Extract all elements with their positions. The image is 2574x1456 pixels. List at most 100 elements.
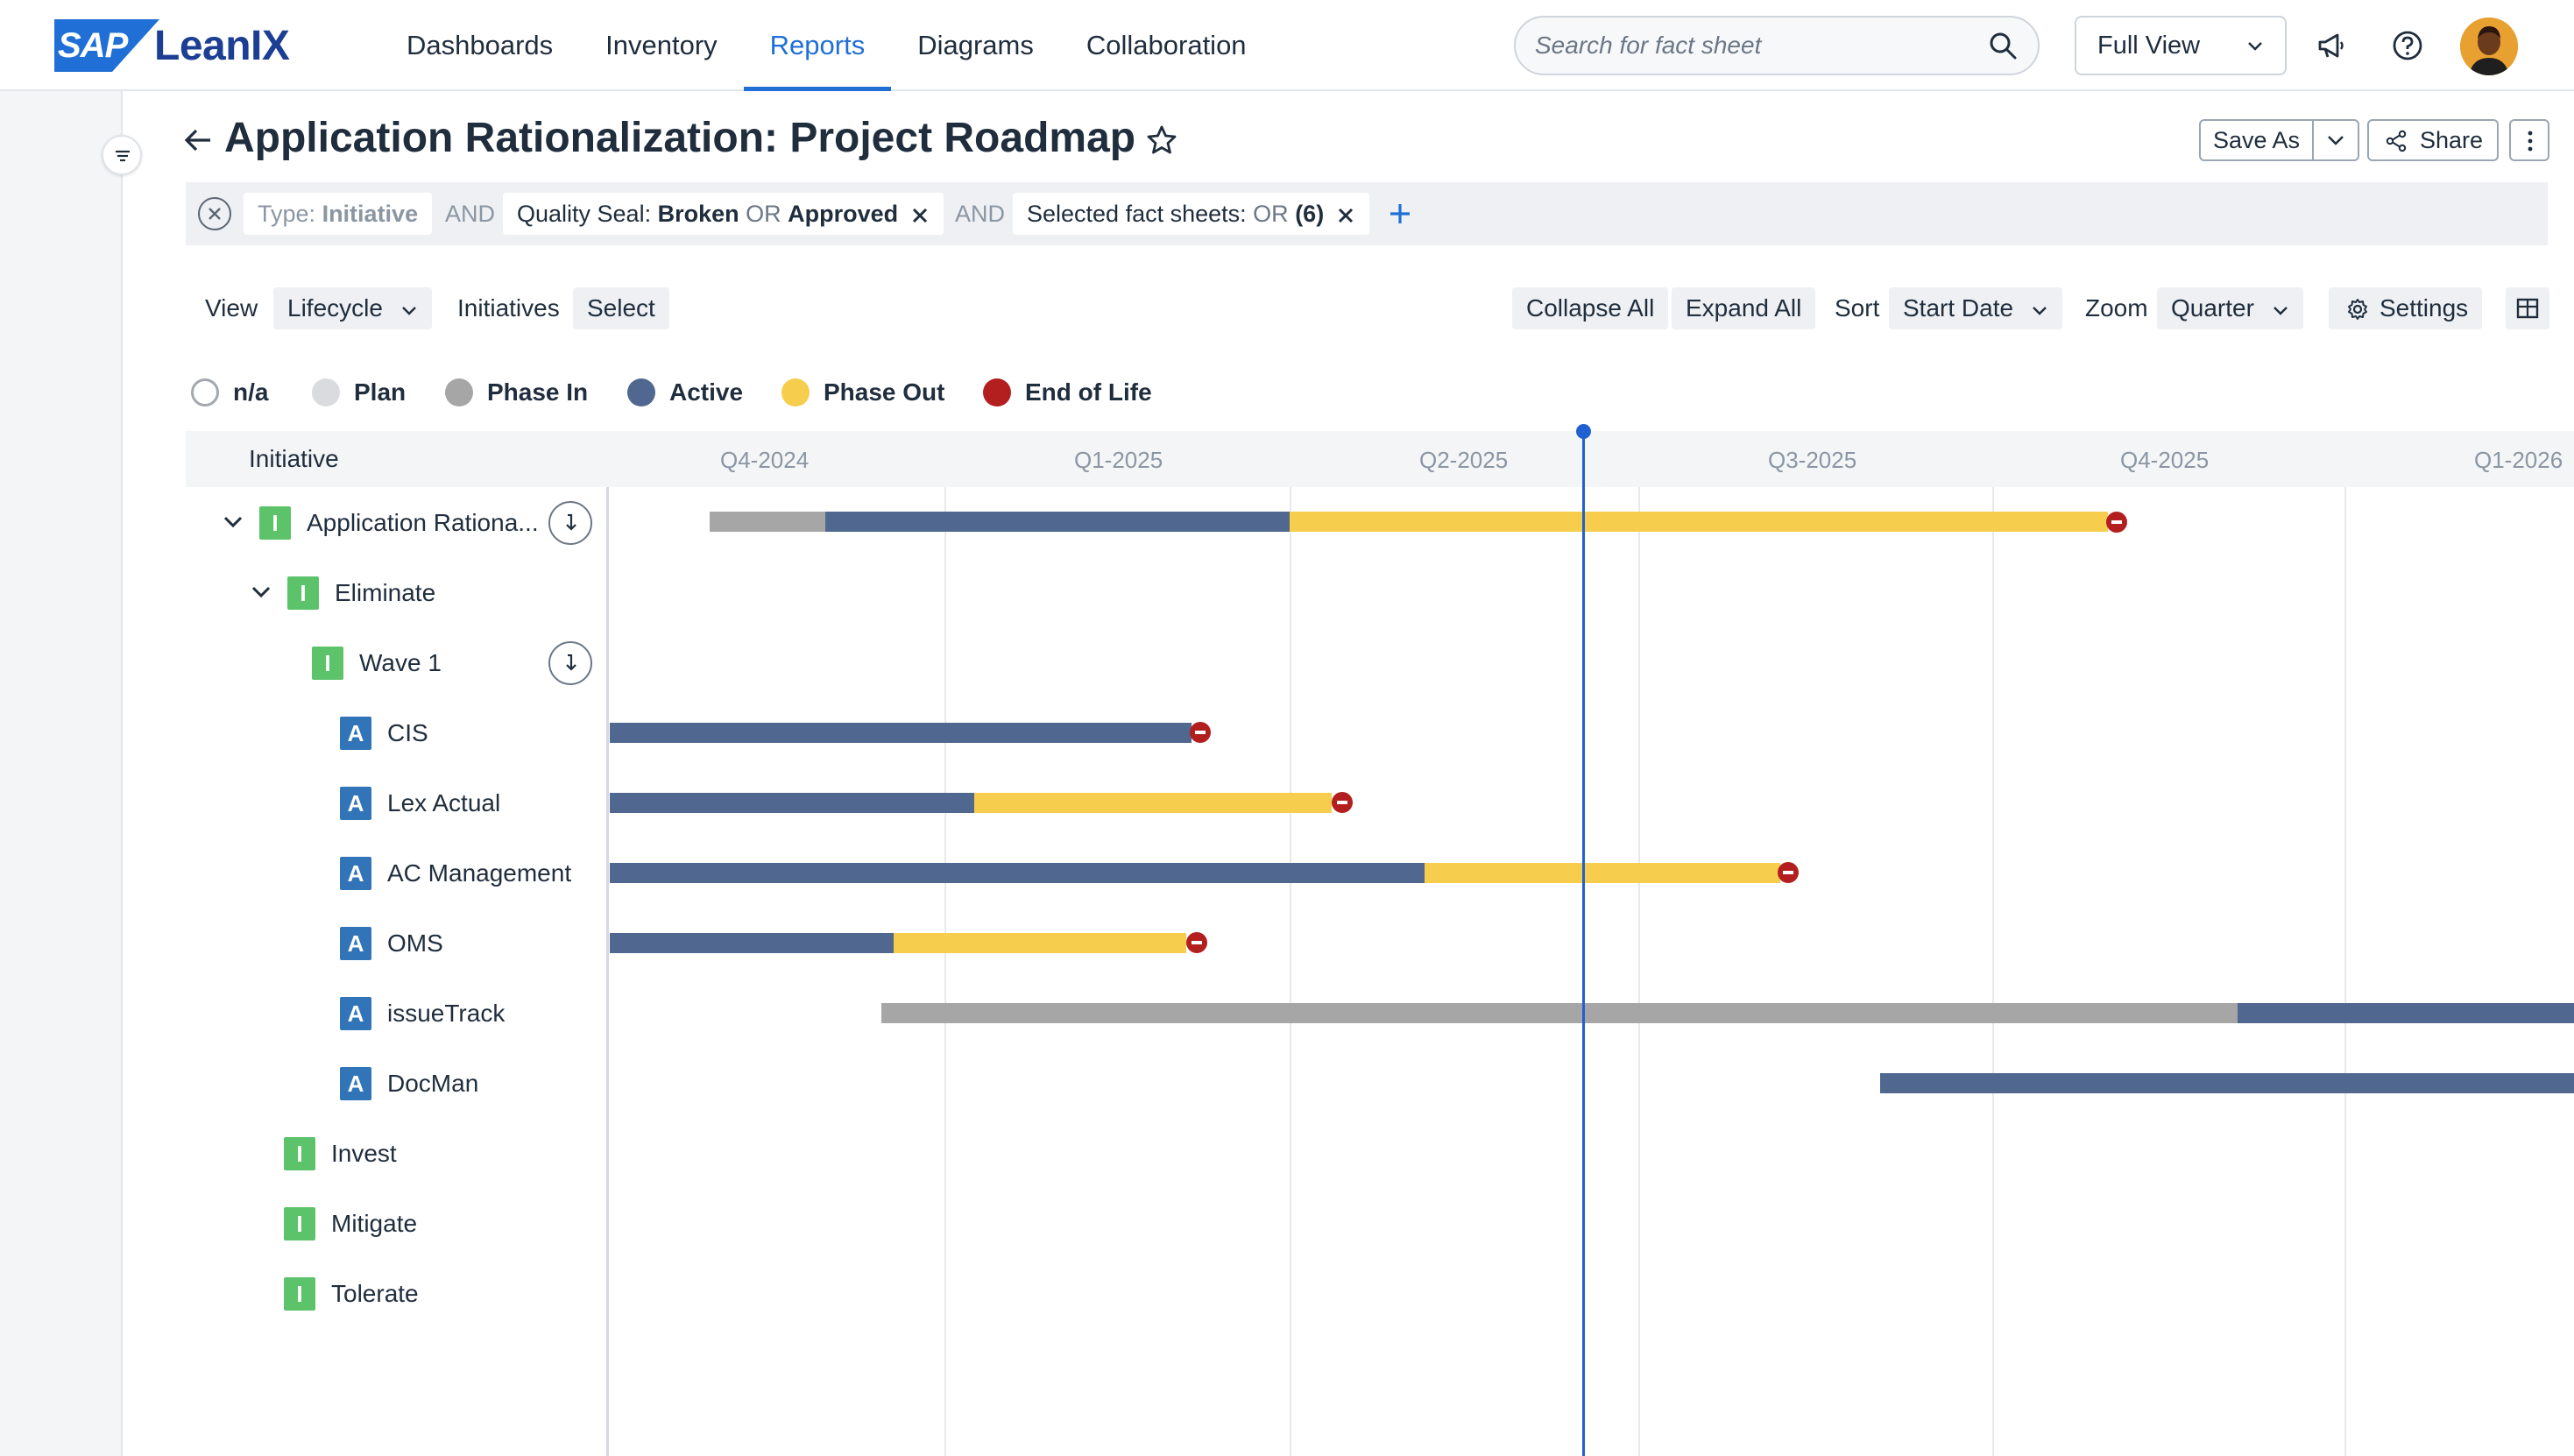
- save-as-split-button: Save As: [2199, 119, 2360, 161]
- lifecycle-bar-phase-out[interactable]: [974, 793, 1332, 813]
- end-of-life-marker[interactable]: [1778, 862, 1799, 883]
- lifecycle-bar-phase-in[interactable]: [881, 1003, 2238, 1023]
- initiatives-select-button[interactable]: Select: [573, 287, 669, 329]
- filter-list-icon: [116, 150, 130, 162]
- filter-chip-selected-fact-sheets[interactable]: Selected fact sheets: OR (6): [1013, 193, 1369, 235]
- view-label: View: [205, 294, 258, 322]
- zoom-select-value: Quarter: [2171, 294, 2254, 322]
- user-avatar[interactable]: [2460, 18, 2518, 75]
- tree-row-docman[interactable]: A DocMan: [340, 1066, 478, 1101]
- tree-row-lex-actual[interactable]: A Lex Actual: [340, 786, 500, 821]
- end-of-life-marker[interactable]: [1186, 932, 1207, 953]
- close-icon: [209, 208, 221, 220]
- tree-row-invest[interactable]: I Invest: [284, 1136, 397, 1171]
- nav-diagrams[interactable]: Diagrams: [917, 30, 1034, 60]
- lifecycle-bar-active[interactable]: [1880, 1073, 2574, 1093]
- quarter-label: Q4-2024: [720, 447, 810, 473]
- share-button[interactable]: Share: [2367, 119, 2499, 161]
- nav-dashboards[interactable]: Dashboards: [407, 30, 554, 60]
- more-options-button[interactable]: [2509, 119, 2549, 161]
- lifecycle-bar-phase-out[interactable]: [1290, 512, 2108, 532]
- legend-swatch: [781, 378, 810, 406]
- lifecycle-bar-active[interactable]: [610, 723, 1192, 743]
- tree-row-application-rationalization[interactable]: I Application Rationa...: [259, 505, 539, 541]
- filter-quality-key: Quality Seal:: [517, 201, 652, 227]
- settings-button[interactable]: Settings: [2329, 287, 2483, 329]
- legend-label: n/a: [233, 378, 269, 406]
- lifecycle-bar-active[interactable]: [610, 933, 894, 953]
- end-of-life-marker[interactable]: [1190, 722, 1211, 743]
- nav-collaboration[interactable]: Collaboration: [1085, 30, 1247, 60]
- sort-select[interactable]: Start Date: [1889, 287, 2062, 329]
- filter-or-operator: OR: [1253, 201, 1289, 227]
- tree-row-cis[interactable]: A CIS: [340, 716, 428, 751]
- lifecycle-bar-active[interactable]: [825, 512, 1290, 532]
- end-of-life-marker[interactable]: [2106, 512, 2127, 533]
- application-type-badge: A: [340, 717, 371, 750]
- lifecycle-bar-active[interactable]: [610, 793, 974, 813]
- legend-swatch: [627, 378, 655, 406]
- collapse-chevron-icon[interactable]: [249, 580, 273, 604]
- kebab-menu-icon: [2528, 131, 2533, 152]
- tree-row-mitigate[interactable]: I Mitigate: [284, 1206, 417, 1241]
- tree-row-oms[interactable]: A OMS: [340, 926, 443, 961]
- table-view-button[interactable]: [2506, 287, 2549, 329]
- legend-label: Active: [669, 378, 744, 406]
- chevron-down-icon: [2273, 306, 2288, 315]
- tree-row-issuetrack[interactable]: A issueTrack: [340, 996, 505, 1031]
- scroll-to-row-button[interactable]: [548, 641, 592, 685]
- expand-all-button[interactable]: Expand All: [1672, 287, 1816, 329]
- tree-row-tolerate[interactable]: I Tolerate: [284, 1276, 419, 1311]
- tree-row-ac-management[interactable]: A AC Management: [340, 856, 571, 891]
- lifecycle-bar-active[interactable]: [610, 863, 1425, 883]
- collapse-all-button[interactable]: Collapse All: [1512, 287, 1669, 329]
- filter-or-operator: OR: [746, 201, 781, 227]
- legend-item-na: n/a: [191, 375, 268, 410]
- quarter-label: Q4-2025: [2120, 447, 2210, 473]
- back-arrow-icon[interactable]: [180, 123, 216, 158]
- lifecycle-bar-phase-out[interactable]: [894, 933, 1186, 953]
- sap-logo-badge: SAP: [54, 19, 159, 72]
- pane-splitter[interactable]: [606, 487, 609, 1456]
- search-input[interactable]: [1535, 18, 1973, 74]
- lifecycle-bar-phase-in[interactable]: [710, 512, 825, 532]
- chevron-down-icon: [2328, 136, 2344, 145]
- announcements-icon[interactable]: [2315, 28, 2350, 63]
- quarter-gridline: [1290, 487, 1291, 1456]
- remove-filter-icon[interactable]: [1336, 206, 1355, 225]
- remove-filter-icon[interactable]: [910, 206, 930, 225]
- nav-inventory[interactable]: Inventory: [605, 30, 718, 60]
- filter-bar: Type: Initiative AND Quality Seal: Broke…: [186, 182, 2548, 245]
- filter-chip-quality-seal[interactable]: Quality Seal: Broken OR Approved: [503, 193, 944, 235]
- filter-quality-value-2: Approved: [788, 201, 899, 227]
- tree-row-eliminate[interactable]: I Eliminate: [287, 576, 435, 611]
- view-mode-select[interactable]: Full View: [2075, 16, 2287, 75]
- view-select[interactable]: Lifecycle: [273, 287, 432, 329]
- legend-swatch: [312, 378, 340, 406]
- gear-icon: [2348, 299, 2367, 320]
- zoom-select[interactable]: Quarter: [2157, 287, 2303, 329]
- save-as-menu-button[interactable]: [2314, 121, 2358, 159]
- fact-sheet-search: [1514, 16, 2040, 75]
- sort-select-value: Start Date: [1903, 294, 2014, 322]
- quarter-gridline: [1992, 487, 1994, 1456]
- arrow-down-to-line-icon: [566, 654, 576, 671]
- clear-filters-button[interactable]: [198, 197, 231, 230]
- sap-leanix-logo[interactable]: SAP LeanIX: [54, 19, 290, 72]
- collapse-chevron-icon[interactable]: [221, 510, 245, 534]
- scroll-to-row-button[interactable]: [548, 501, 592, 545]
- nav-reports[interactable]: Reports: [743, 0, 892, 91]
- add-filter-icon[interactable]: [1388, 201, 1412, 226]
- favorite-star-icon[interactable]: [1144, 123, 1179, 158]
- initiative-type-badge: I: [287, 576, 319, 610]
- search-icon[interactable]: [1987, 30, 2019, 61]
- lifecycle-bar-phase-out[interactable]: [1425, 863, 1780, 883]
- save-as-button[interactable]: Save As: [2201, 121, 2315, 159]
- lifecycle-bar-active[interactable]: [2238, 1003, 2574, 1023]
- end-of-life-marker[interactable]: [1332, 792, 1353, 813]
- left-sidebar: [0, 91, 123, 1456]
- tree-row-wave-1[interactable]: I Wave 1: [312, 646, 442, 681]
- quarter-gridline: [1638, 487, 1640, 1456]
- help-icon[interactable]: [2390, 28, 2425, 63]
- filter-panel-toggle[interactable]: [102, 135, 142, 175]
